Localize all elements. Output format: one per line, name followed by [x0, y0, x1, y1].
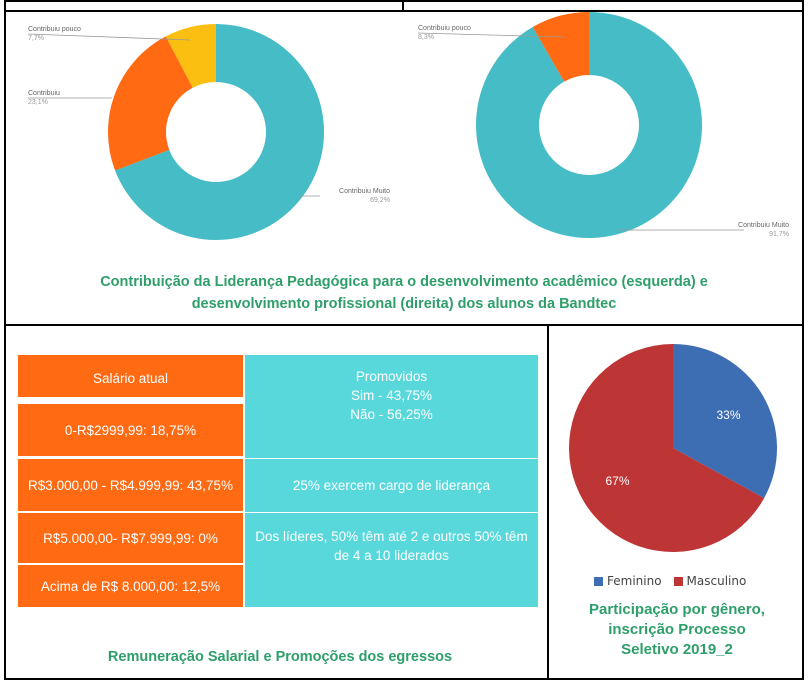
promovidos-title: Promovidos — [355, 369, 428, 384]
donut1-slice-contribuiu-muito — [115, 24, 324, 240]
table-cell-faixa3: R$5.000,00- R$7.999,99: 0% — [18, 513, 243, 563]
donut2-slice-contribuiu-muito — [476, 12, 702, 239]
gender-pie-slice-masculino — [569, 344, 765, 552]
table-divider — [18, 564, 243, 565]
table-divider — [18, 512, 538, 513]
table-cell-lideranca: 25% exercem cargo de liderança — [245, 459, 538, 512]
donut2-label-muito: Contribuiu Muito 91,7% — [618, 222, 789, 238]
figure-frame — [4, 0, 804, 680]
pie-caption-line1: Participação por gênero, — [589, 601, 765, 618]
legend-item-masculino: Masculino — [673, 574, 747, 588]
top-caption-line1: Contribuição da Liderança Pedagógica par… — [100, 274, 708, 290]
donut1-label-muito-name: Contribuiu Muito — [339, 188, 390, 195]
promovidos-nao: Não - 56,25% — [350, 407, 433, 422]
table-header-salario: Salário atual — [18, 355, 243, 397]
legend-swatch-feminino — [594, 576, 603, 586]
salary-promotion-table: Salário atual 0-R$2999,99: 18,75% R$3.00… — [18, 355, 538, 607]
top-caption: Contribuição da Liderança Pedagógica par… — [6, 271, 802, 315]
gender-pie-chart: 33% 67% — [569, 344, 777, 552]
donut-chart-professional: Contribuiu pouco 8,3% Contribuiu Muito 9… — [417, 12, 789, 239]
gender-legend: Feminino Masculino — [594, 574, 774, 588]
donut1-label-pouco: Contribuiu pouco 7,7% — [27, 26, 191, 42]
table-cell-lideres: Dos líderes, 50% têm até 2 e outros 50% … — [245, 513, 538, 607]
table-divider — [18, 458, 538, 459]
top-border-line — [4, 10, 804, 12]
donut1-label-pouco-value: 7,7% — [28, 35, 44, 42]
donut2-label-pouco-value: 8,3% — [418, 34, 434, 41]
table-column-divider — [243, 355, 245, 607]
donut2-label-pouco: Contribuiu pouco 8,3% — [417, 25, 565, 41]
table-divider — [18, 403, 243, 404]
donut2-slice-contribuiu-pouco — [532, 12, 589, 82]
donut2-label-muito-value: 91,7% — [769, 231, 789, 238]
pie-caption-line3: Seletivo 2019_2 — [621, 641, 733, 658]
donut2-label-pouco-name: Contribuiu pouco — [418, 25, 471, 32]
table-cell-promovidos: Promovidos Sim - 43,75% Não - 56,25% — [245, 355, 538, 458]
top-divider — [402, 0, 404, 11]
gender-pie-slice-feminino — [673, 344, 777, 499]
donut1-label-contribuiu-name: Contribuiu — [28, 90, 60, 97]
legend-label-masculino: Masculino — [686, 574, 747, 588]
bottom-divider — [547, 324, 549, 680]
promovidos-sim: Sim - 43,75% — [350, 388, 433, 403]
donut1-label-muito-value: 69,2% — [370, 197, 390, 204]
donut-chart-academic: Contribuiu pouco 7,7% Contribuiu 23,1% C… — [27, 24, 390, 240]
donut1-slice-contribuiu — [108, 36, 193, 171]
table-cell-faixa1: 0-R$2999,99: 18,75% — [18, 404, 243, 456]
middle-border-line — [4, 324, 804, 326]
gender-pie-value-label: 33% — [716, 408, 740, 422]
legend-swatch-masculino — [673, 576, 683, 586]
table-cell-faixa2: R$3.000,00 - R$4.999,99: 43,75% — [18, 459, 243, 511]
donut2-label-muito-name: Contribuiu Muito — [738, 222, 789, 229]
gender-pie-value-label: 67% — [605, 474, 629, 488]
legend-label-feminino: Feminino — [607, 574, 662, 588]
donut1-label-contribuiu: Contribuiu 23,1% — [28, 90, 112, 106]
table-caption: Remuneração Salarial e Promoções dos egr… — [107, 649, 453, 665]
top-caption-line2: desenvolvimento profissional (direita) d… — [191, 296, 617, 312]
pie-caption-line2: inscrição Processo — [608, 621, 746, 638]
donut1-label-pouco-name: Contribuiu pouco — [28, 26, 81, 33]
pie-caption: Participação por gênero, inscrição Proce… — [551, 600, 803, 660]
table-cell-faixa4: Acima de R$ 8.000,00: 12,5% — [18, 565, 243, 607]
legend-item-feminino: Feminino — [594, 574, 662, 588]
donut1-label-muito: Contribuiu Muito 69,2% — [300, 188, 390, 204]
donut1-label-contribuiu-value: 23,1% — [28, 99, 48, 106]
